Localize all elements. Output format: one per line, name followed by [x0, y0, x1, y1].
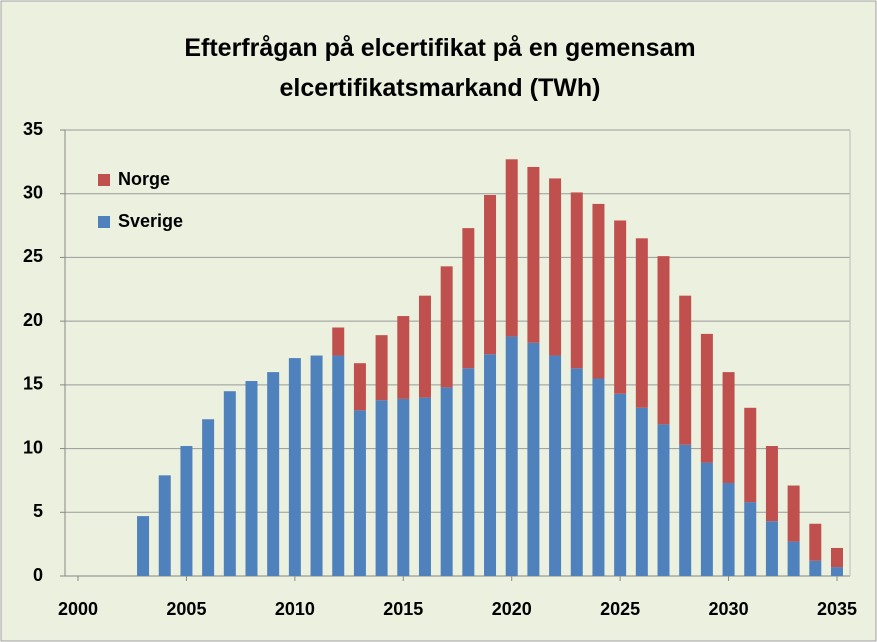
- bar-segment: [830, 547, 843, 568]
- bar-segment: [418, 295, 431, 398]
- bar-segment: [202, 419, 215, 576]
- bar-segment: [679, 295, 692, 445]
- bar-segment: [722, 372, 735, 483]
- bar-segment: [267, 372, 280, 576]
- bar-segment: [505, 336, 518, 576]
- bar-segment: [245, 381, 258, 576]
- bar-segment: [765, 521, 778, 576]
- bar-segment: [462, 228, 475, 369]
- bar-segment: [180, 446, 193, 576]
- y-tick-label: 10: [23, 437, 43, 457]
- bar-segment: [570, 192, 583, 369]
- bar-segment: [223, 391, 236, 576]
- bar-segment: [809, 560, 822, 576]
- y-tick-label: 0: [33, 565, 43, 585]
- bar-segment: [375, 335, 388, 401]
- y-tick-label: 20: [23, 310, 43, 330]
- x-tick-label: 2025: [600, 599, 640, 619]
- bar-segment: [158, 475, 171, 576]
- bar-segment: [744, 407, 757, 503]
- bar-segment: [332, 327, 345, 356]
- bar-segment: [462, 368, 475, 576]
- y-tick-label: 35: [23, 119, 43, 139]
- bar-segment: [440, 266, 453, 388]
- bar-segment: [440, 387, 453, 576]
- bar-segment: [809, 523, 822, 561]
- bar-segment: [635, 407, 648, 576]
- bar-segment: [679, 444, 692, 576]
- x-tick-label: 2020: [492, 599, 532, 619]
- x-tick-label: 2000: [58, 599, 98, 619]
- legend-swatch: [98, 174, 110, 186]
- bar-segment: [505, 159, 518, 337]
- bar-segment: [592, 203, 605, 379]
- x-tick-label: 2015: [383, 599, 423, 619]
- y-tick-label: 15: [23, 374, 43, 394]
- bar-segment: [700, 462, 713, 576]
- bar-segment: [787, 485, 800, 542]
- bar-segment: [765, 446, 778, 522]
- bar-segment: [700, 333, 713, 463]
- bar-segment: [527, 166, 540, 343]
- y-tick-label: 30: [23, 182, 43, 202]
- legend-label: Sverige: [118, 211, 183, 231]
- bar-segment: [484, 194, 497, 355]
- bar-segment: [744, 502, 757, 576]
- bar-segment: [310, 355, 323, 576]
- bar-segment: [787, 541, 800, 576]
- bar-segment: [418, 397, 431, 576]
- bar-segment: [657, 424, 670, 576]
- bar-segment: [332, 355, 345, 576]
- legend-swatch: [98, 216, 110, 228]
- bar-segment: [375, 400, 388, 576]
- bar-segment: [353, 410, 366, 576]
- x-tick-label: 2010: [275, 599, 315, 619]
- bar-segment: [614, 393, 627, 576]
- bar-segment: [722, 482, 735, 576]
- bar-segment: [288, 358, 301, 576]
- legend-label: Norge: [118, 169, 170, 189]
- bar-segment: [614, 220, 627, 394]
- bar-segment: [397, 316, 410, 399]
- x-tick-label: 2035: [817, 599, 857, 619]
- bar-segment: [657, 256, 670, 425]
- y-tick-label: 5: [33, 501, 43, 521]
- x-tick-label: 2030: [709, 599, 749, 619]
- bar-segment: [397, 398, 410, 576]
- y-tick-label: 25: [23, 246, 43, 266]
- bar-segment: [635, 238, 648, 408]
- bar-segment: [830, 567, 843, 576]
- bar-segment: [549, 355, 562, 576]
- bar-segment: [592, 378, 605, 576]
- chart-title: Efterfrågan på elcertifikat på en gemens…: [184, 34, 696, 102]
- bar-segment: [484, 354, 497, 576]
- bar-segment: [527, 342, 540, 576]
- x-tick-label: 2005: [166, 599, 206, 619]
- bar-segment: [353, 363, 366, 411]
- bar-segment: [549, 178, 562, 356]
- bar-segment: [570, 368, 583, 576]
- bar-segment: [137, 516, 150, 576]
